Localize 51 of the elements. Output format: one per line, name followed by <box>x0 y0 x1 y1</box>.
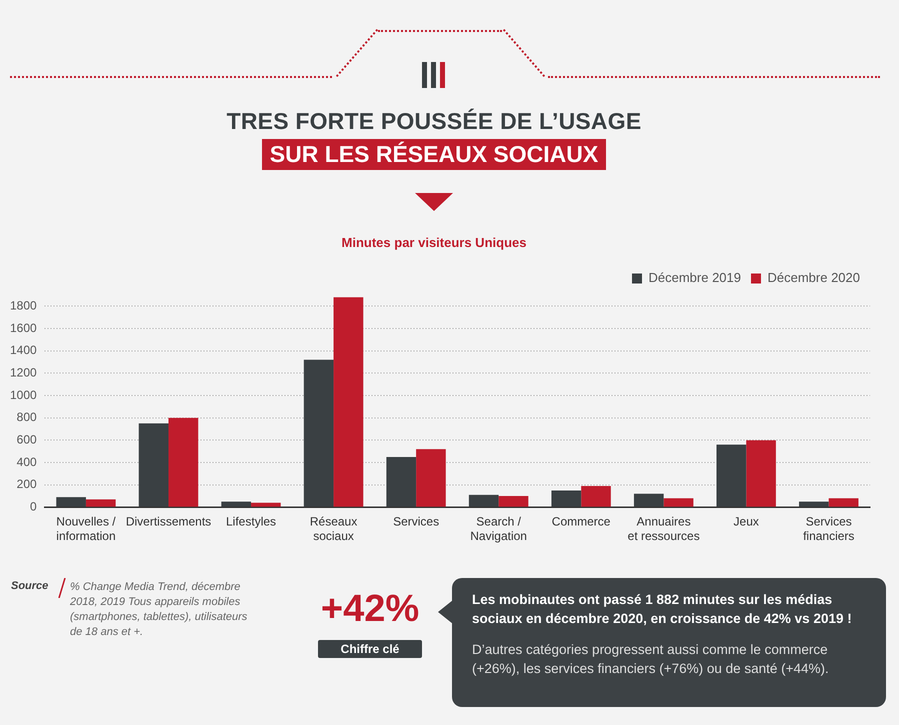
bar <box>664 498 694 507</box>
x-tick-label: Search / Navigation <box>470 514 527 544</box>
x-tick-label: Services <box>393 514 440 529</box>
bar <box>634 494 664 507</box>
y-tick-label: 400 <box>16 454 38 469</box>
bar <box>828 498 858 507</box>
x-tick-label: Services financiers <box>803 514 854 544</box>
x-tick-label: Annuaires et ressources <box>628 514 700 544</box>
bar <box>86 499 116 507</box>
y-tick-label: 1400 <box>10 343 38 358</box>
bar <box>416 449 446 507</box>
bar <box>581 486 611 507</box>
y-tick-label: 200 <box>16 477 38 492</box>
text: % Change Media Trend, décembre 2018, 2019 Tous appareils mobiles (smartphones, tablettes), utilisateurs de 18 ans et +. <box>70 580 248 640</box>
bar <box>551 490 582 507</box>
y-tick-label: 1200 <box>10 365 38 380</box>
text: Source <box>11 580 48 592</box>
bar <box>56 497 86 507</box>
y-tick-label: 1000 <box>10 388 38 402</box>
bar <box>221 502 252 507</box>
x-tick-label: Nouvelles / information <box>56 514 116 544</box>
x-tick-label: Commerce <box>552 514 611 529</box>
x-tick-label: Jeux <box>734 514 759 529</box>
text: +42% <box>320 588 420 631</box>
legend-label: Décembre 2020 <box>768 270 860 286</box>
bar <box>746 440 776 507</box>
bar <box>168 418 198 507</box>
y-tick-label: 800 <box>16 410 38 424</box>
bar <box>498 496 528 507</box>
bar <box>334 297 364 507</box>
x-tick-label: Lifestyles <box>226 514 276 529</box>
bar <box>716 444 746 507</box>
text: D’autres catégories progressent aussi comme le commerce (+26%), les services financiers (+76%) ou de santé (+44%). <box>472 641 830 678</box>
text: Minutes par visiteurs Uniques <box>340 235 528 250</box>
text: Chiffre clé <box>318 640 422 658</box>
y-tick-label: 1600 <box>10 320 38 335</box>
bar <box>138 423 168 507</box>
chart-title: TRES FORTE POUSSÉE DE L’USAGE <box>226 108 642 135</box>
bar <box>386 456 416 507</box>
y-tick-label: 600 <box>16 432 38 446</box>
bar <box>468 494 499 507</box>
x-tick-label: Réseaux sociaux <box>310 514 358 544</box>
text: Les mobinautes ont passé 1 882 minutes sur les médias sociaux en décembre 2020, en croissance de 42% vs 2019 ! <box>472 591 853 628</box>
bar <box>251 502 281 507</box>
bar <box>304 360 334 507</box>
chart-subtitle: SUR LES RÉSEAUX SOCIAUX <box>262 139 606 170</box>
y-tick-label: 1800 <box>10 298 38 312</box>
y-tick-label: 0 <box>30 500 38 514</box>
legend-label: Décembre 2019 <box>648 270 742 286</box>
bar <box>799 502 829 507</box>
x-tick-label: Divertissements <box>126 514 212 529</box>
